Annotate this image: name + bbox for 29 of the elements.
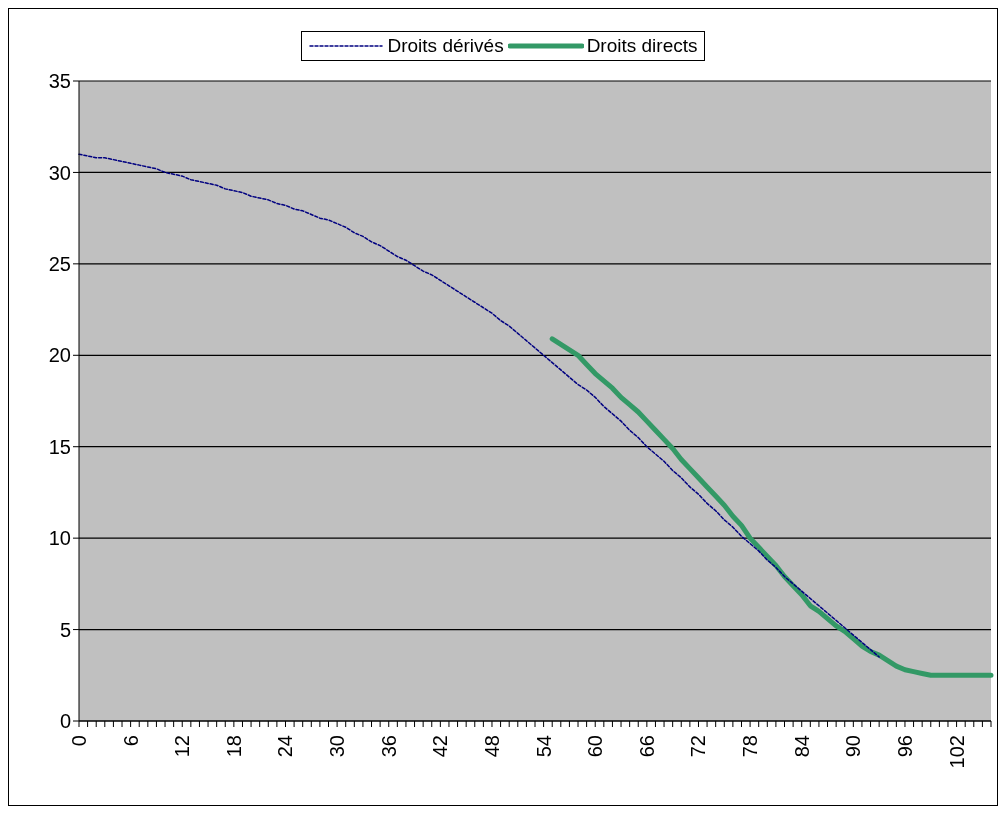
x-tick-label: 96 bbox=[893, 735, 916, 758]
line-series bbox=[78, 153, 880, 658]
x-tick-label: 66 bbox=[635, 735, 658, 758]
y-tick-label: 0 bbox=[59, 710, 71, 733]
y-tick-label: 20 bbox=[48, 344, 71, 367]
y-tick-label: 10 bbox=[48, 527, 71, 550]
x-tick-label: 12 bbox=[171, 735, 194, 758]
legend-label: Droits directs bbox=[586, 35, 698, 57]
x-tick-label: 48 bbox=[480, 735, 503, 758]
x-tick-label: 60 bbox=[584, 735, 607, 758]
x-tick-label: 78 bbox=[739, 735, 762, 758]
y-tick-label: 25 bbox=[48, 252, 71, 275]
x-tick-label: 24 bbox=[274, 735, 297, 758]
legend-label: Droits dérivés bbox=[387, 35, 504, 57]
x-tick-label: 30 bbox=[326, 735, 349, 758]
y-tick-label: 15 bbox=[48, 435, 71, 458]
x-tick-label: 36 bbox=[377, 735, 400, 758]
x-tick-label: 18 bbox=[222, 735, 245, 758]
x-tick-label: 42 bbox=[429, 735, 452, 758]
y-tick-label: 5 bbox=[59, 618, 71, 641]
x-tick-label: 72 bbox=[687, 735, 710, 758]
x-tick-label: 54 bbox=[532, 735, 555, 758]
x-tick-label: 84 bbox=[790, 735, 813, 758]
y-tick-label: 35 bbox=[48, 70, 71, 93]
y-tick-label: 30 bbox=[48, 161, 71, 184]
x-tick-label: 102 bbox=[945, 735, 968, 769]
x-tick-label: 0 bbox=[68, 735, 90, 747]
x-tick-label: 6 bbox=[119, 735, 142, 747]
x-tick-label: 90 bbox=[842, 735, 865, 758]
